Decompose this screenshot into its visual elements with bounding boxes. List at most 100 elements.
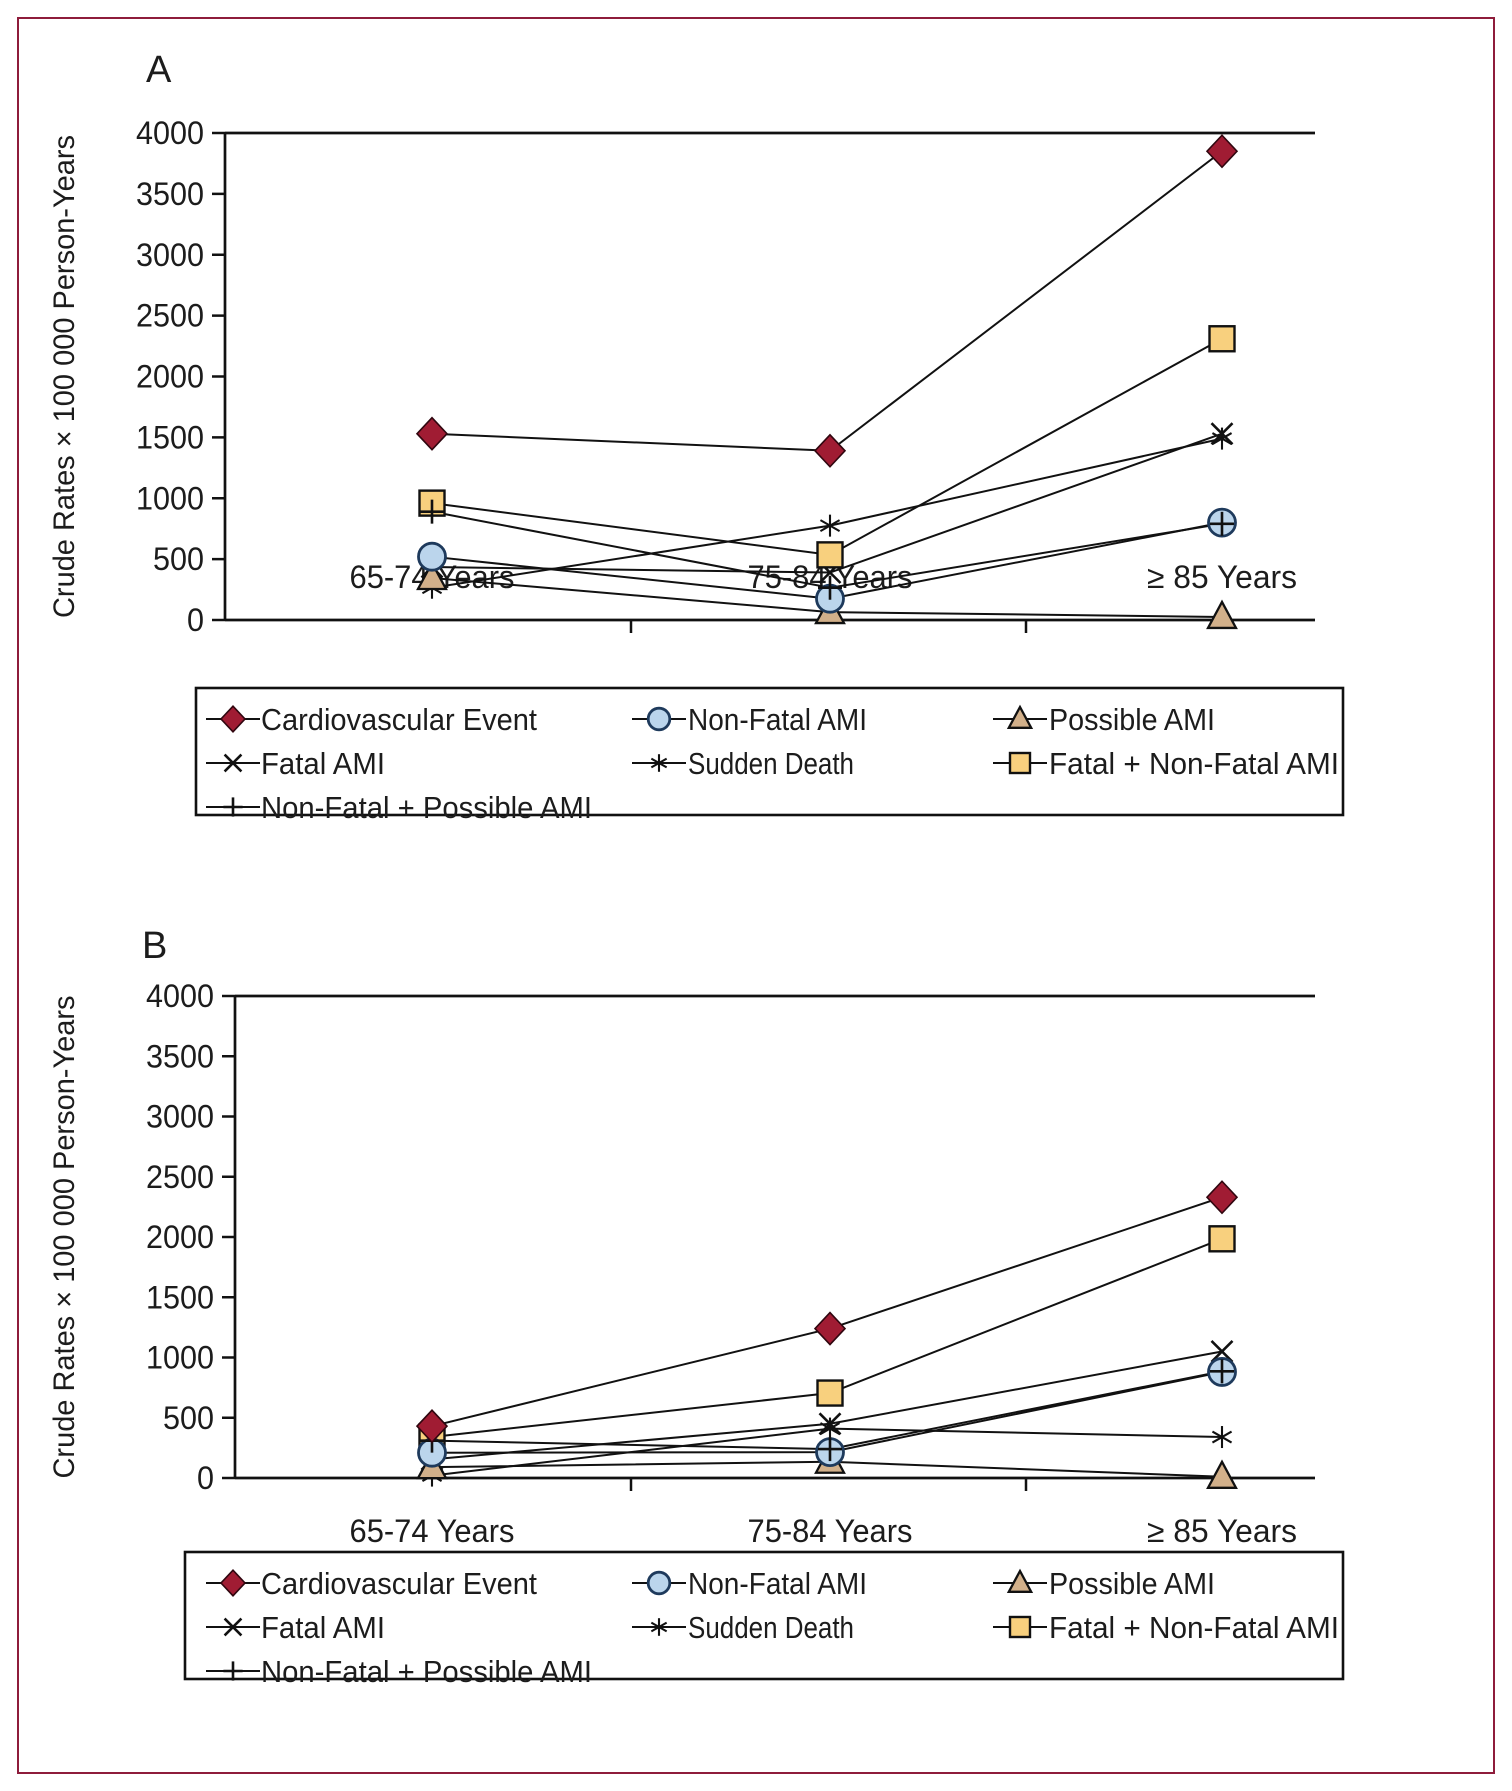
legend-item-non-fatal-possible-ami: Non-Fatal + Possible AMI (206, 790, 592, 825)
y-tick-label: 4000 (146, 978, 214, 1014)
star-marker-sudden-death (819, 514, 841, 537)
x-category-label: ≥ 85 Years (1147, 559, 1297, 595)
legend-item-fatal-ami: Fatal AMI (206, 1610, 385, 1645)
plus-marker-non-fatal-possible-ami (818, 575, 842, 600)
square-marker (1008, 1615, 1032, 1639)
legend-box (183, 1550, 1345, 1681)
x-marker (223, 1617, 243, 1637)
star-marker-sudden-death (1211, 1426, 1233, 1449)
plus-marker-non-fatal-possible-ami (1210, 1359, 1234, 1384)
diamond-marker-cardiovascular-event (813, 1311, 847, 1346)
plus-marker (223, 797, 243, 817)
y-axis-title: Crude Rates × 100 000 Person-Years (48, 996, 81, 1479)
panel-b: B 0 500 1000 1500 2000 2500 3000 3500 4000 65-74 Y… (48, 925, 1345, 1689)
line (819, 519, 841, 533)
triangle-marker-possible-ami (1206, 599, 1238, 630)
plus-marker-non-fatal-possible-ami (420, 499, 444, 524)
line (1210, 422, 1234, 446)
line (223, 753, 243, 773)
legend-item-fatal-ami: Fatal AMI (206, 746, 385, 781)
legend-label: Cardiovascular Event (261, 1566, 537, 1601)
x-category-label: ≥ 85 Years (1147, 1513, 1297, 1549)
x-marker (223, 753, 243, 773)
square-marker-fatal-non-fatal-ami (1208, 1225, 1236, 1253)
diamond-marker-cardiovascular-event (1205, 134, 1239, 169)
circle-marker-non-fatal-ami (417, 541, 447, 572)
legend-item-cardiovascular-event: Cardiovascular Event (206, 1566, 537, 1601)
diamond-marker-cardiovascular-event (1205, 1180, 1239, 1215)
legend-label: Fatal + Non-Fatal AMI (1049, 1610, 1339, 1645)
y-tick-label: 3500 (136, 176, 204, 212)
star-marker-sudden-death (819, 1417, 841, 1440)
y-tick-label: 2000 (136, 359, 204, 395)
legend-label: Fatal + Non-Fatal AMI (1049, 746, 1339, 781)
legend-item-cardiovascular-event: Cardiovascular Event (206, 702, 537, 737)
legend-label: Sudden Death (688, 1610, 854, 1645)
legend-label: Fatal AMI (261, 746, 385, 781)
plus-marker-non-fatal-possible-ami (818, 1437, 842, 1462)
y-tick-label: 0 (187, 602, 204, 638)
legend-item-sudden-death: Sudden Death (632, 746, 854, 781)
legend-item-possible-ami: Possible AMI (993, 1566, 1215, 1601)
square-marker-fatal-non-fatal-ami (816, 1379, 844, 1407)
circle-marker (646, 1570, 672, 1596)
y-tick-label: 3500 (146, 1038, 214, 1074)
line (819, 1422, 841, 1436)
line (1211, 1430, 1233, 1444)
star-marker (650, 754, 668, 772)
line (818, 1412, 842, 1436)
x-marker-fatal-ami (1210, 1340, 1234, 1363)
y-tick-label: 500 (163, 1400, 214, 1436)
legend-item-possible-ami: Possible AMI (993, 702, 1215, 737)
legend-label: Fatal AMI (261, 1610, 385, 1645)
legend-item-non-fatal-ami: Non-Fatal AMI (632, 1566, 867, 1601)
panel-b-label: B (142, 925, 167, 967)
triangle-marker-possible-ami (1206, 1459, 1238, 1489)
x-marker-fatal-ami (818, 1412, 842, 1436)
y-tick-label: 3000 (146, 1099, 214, 1135)
x-category-label: 75-84 Years (748, 1513, 913, 1549)
y-tick-label: 500 (153, 541, 204, 577)
legend-label: Non-Fatal AMI (688, 702, 867, 737)
series-line-cardiovascular-event (431, 150, 1223, 452)
line (1211, 432, 1233, 446)
y-tick-label: 2500 (146, 1159, 214, 1195)
plus-marker-non-fatal-possible-ami (1210, 511, 1234, 536)
plus-marker (223, 1661, 243, 1681)
y-tick-label: 1000 (136, 480, 204, 516)
panel-a-label: A (146, 49, 172, 91)
star-marker-sudden-death (1211, 427, 1233, 450)
legend-panel-a: Cardiovascular Event Non-Fatal AMI Possibl… (194, 686, 1345, 825)
legend-item-fatal-non-fatal-ami: Fatal + Non-Fatal AMI (993, 1610, 1339, 1645)
diamond-marker-cardiovascular-event (415, 1409, 449, 1444)
diamond-marker (219, 1569, 247, 1597)
y-tick-label: 1500 (146, 1279, 214, 1315)
legend-label: Sudden Death (688, 746, 854, 781)
legend-item-sudden-death: Sudden Death (632, 1610, 854, 1645)
y-tick-label: 2000 (146, 1219, 214, 1255)
y-axis-title: Crude Rates × 100 000 Person-Years (48, 135, 81, 618)
legend-item-fatal-non-fatal-ami: Fatal + Non-Fatal AMI (993, 746, 1339, 781)
y-tick-label: 2500 (136, 298, 204, 334)
legend-box (194, 686, 1345, 817)
legend-label: Possible AMI (1049, 702, 1215, 737)
square-marker-fatal-non-fatal-ami (816, 541, 844, 569)
line (650, 1621, 668, 1633)
star-marker (650, 1618, 668, 1636)
square-marker-fatal-non-fatal-ami (1208, 325, 1236, 353)
y-tick-label: 4000 (136, 115, 204, 151)
square-marker (1008, 751, 1032, 775)
y-tick-label: 3000 (136, 237, 204, 273)
legend-item-non-fatal-ami: Non-Fatal AMI (632, 702, 867, 737)
triangle-marker-possible-ami (416, 560, 448, 591)
x-marker-fatal-ami (1210, 422, 1234, 446)
diamond-marker-cardiovascular-event (813, 433, 847, 468)
legend-label: Non-Fatal + Possible AMI (261, 1654, 592, 1689)
y-tick-label: 1500 (136, 419, 204, 455)
circle-marker (646, 706, 672, 732)
x-category-label: 65-74 Years (350, 1513, 515, 1549)
legend-panel-b: Cardiovascular Event Non-Fatal AMI Possibl… (183, 1550, 1345, 1689)
legend-label: Possible AMI (1049, 1566, 1215, 1601)
